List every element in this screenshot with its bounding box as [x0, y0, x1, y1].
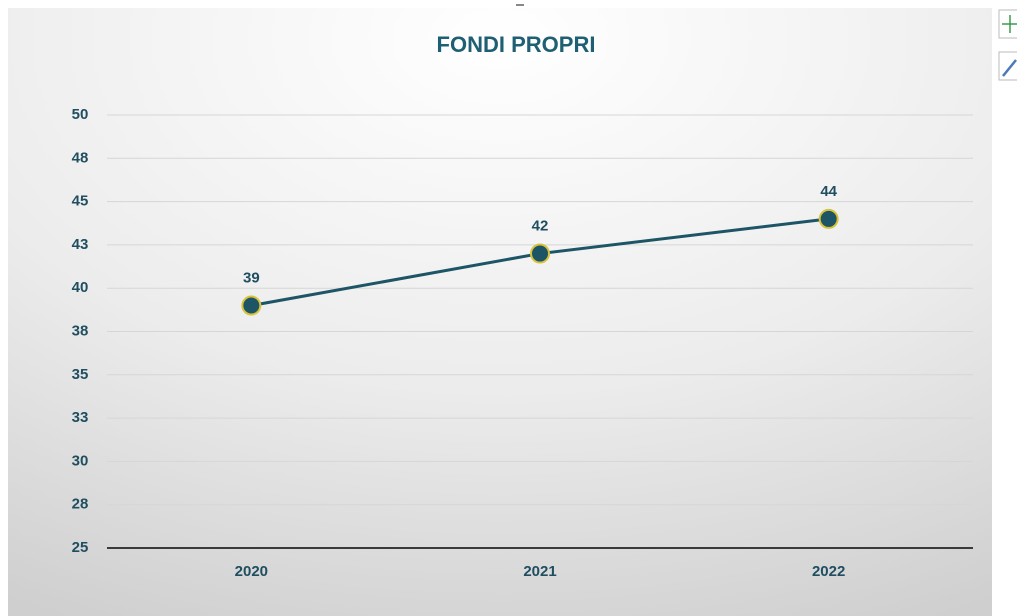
data-label: 44 [820, 183, 837, 200]
chart-elements-button[interactable] [998, 9, 1017, 39]
y-tick-label: 45 [72, 193, 89, 210]
x-tick-label: 2020 [235, 563, 268, 580]
button-frame [998, 51, 1017, 81]
x-tick-label: 2022 [812, 563, 845, 580]
y-tick-label: 25 [72, 539, 89, 556]
y-tick-label: 28 [72, 496, 89, 513]
y-tick-label: 33 [72, 409, 89, 426]
chart-styles-button[interactable] [998, 51, 1017, 81]
y-tick-label: 35 [72, 366, 89, 383]
chart-title: FONDI PROPRI [437, 32, 596, 57]
marker [241, 295, 262, 316]
chart-area [8, 8, 992, 616]
handle [516, 4, 524, 6]
marker [530, 243, 550, 264]
y-tick-label: 43 [72, 236, 89, 253]
marker [818, 208, 839, 229]
brush-icon [1002, 59, 1017, 77]
x-tick-label: 2021 [523, 563, 556, 580]
y-tick-label: 38 [72, 322, 89, 339]
y-tick-label: 30 [72, 452, 89, 469]
y-tick-label: 48 [72, 149, 89, 166]
data-label: 39 [243, 269, 260, 286]
data-label: 42 [532, 218, 549, 235]
y-tick-label: 50 [72, 106, 89, 123]
y-tick-label: 40 [72, 279, 89, 296]
